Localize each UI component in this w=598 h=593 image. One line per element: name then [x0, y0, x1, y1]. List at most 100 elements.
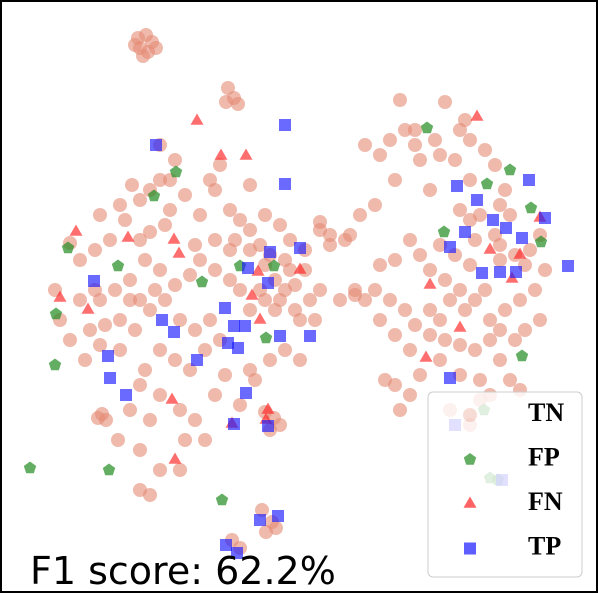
- point: [133, 233, 147, 247]
- point: [143, 488, 157, 502]
- point: [133, 193, 147, 207]
- point: [173, 403, 187, 417]
- point: [188, 238, 202, 252]
- legend-label: TN: [528, 398, 564, 427]
- point: [143, 225, 157, 239]
- point: [138, 253, 152, 267]
- point: [383, 293, 397, 307]
- point: [408, 138, 422, 152]
- point: [433, 148, 447, 162]
- point: [113, 313, 127, 327]
- point: [173, 313, 187, 327]
- point: [153, 463, 167, 477]
- point: [515, 349, 529, 362]
- point: [172, 246, 186, 258]
- point: [473, 208, 487, 222]
- point: [279, 178, 291, 190]
- point: [133, 378, 147, 392]
- point: [158, 218, 172, 232]
- point: [453, 338, 467, 352]
- point: [471, 194, 483, 206]
- legend-label: FP: [528, 442, 560, 471]
- point: [323, 238, 337, 252]
- point: [503, 163, 517, 176]
- point: [313, 283, 327, 297]
- point: [413, 153, 427, 167]
- point: [278, 343, 292, 357]
- point: [128, 323, 142, 337]
- point: [516, 232, 528, 244]
- point: [333, 293, 347, 307]
- point: [437, 225, 451, 238]
- point: [348, 283, 362, 297]
- point: [208, 388, 222, 402]
- point: [188, 413, 202, 427]
- point: [403, 233, 417, 247]
- point: [458, 113, 472, 127]
- point: [243, 303, 257, 317]
- point: [493, 238, 507, 252]
- point: [398, 303, 412, 317]
- point: [23, 461, 37, 474]
- point: [228, 320, 240, 332]
- point: [393, 403, 407, 417]
- point: [53, 290, 67, 302]
- point: [503, 208, 517, 222]
- point: [123, 293, 137, 307]
- legend: TN FP FN TP: [463, 398, 564, 560]
- point: [470, 109, 484, 121]
- point: [121, 230, 135, 242]
- point: [510, 266, 522, 278]
- point: [263, 353, 277, 367]
- point: [178, 188, 192, 202]
- point: [78, 353, 92, 367]
- point: [463, 133, 477, 147]
- point: [468, 293, 482, 307]
- point: [83, 323, 97, 337]
- point: [261, 402, 275, 414]
- point: [203, 173, 217, 187]
- point: [93, 338, 107, 352]
- point: [88, 243, 102, 257]
- point: [518, 323, 532, 337]
- point: [373, 148, 387, 162]
- point: [304, 330, 316, 342]
- point: [448, 153, 462, 167]
- point: [248, 373, 262, 387]
- point: [183, 268, 197, 282]
- point: [468, 233, 482, 247]
- point: [420, 121, 434, 134]
- point: [191, 354, 203, 366]
- point: [173, 463, 187, 477]
- point: [219, 302, 231, 314]
- point: [183, 363, 197, 377]
- point: [403, 388, 417, 402]
- point: [388, 253, 402, 267]
- point: [81, 302, 95, 314]
- point: [73, 253, 87, 267]
- point: [483, 313, 497, 327]
- point: [274, 330, 286, 342]
- point: [198, 433, 212, 447]
- point: [150, 139, 162, 151]
- legend-marker: [463, 496, 477, 508]
- point: [243, 223, 257, 237]
- point: [453, 203, 467, 217]
- point: [453, 283, 467, 297]
- point: [438, 95, 452, 109]
- point: [538, 263, 552, 277]
- point: [468, 343, 482, 357]
- point: [459, 226, 471, 238]
- point: [343, 228, 357, 242]
- point: [487, 214, 499, 226]
- point: [223, 273, 237, 287]
- point: [528, 283, 542, 297]
- point: [223, 203, 237, 217]
- point: [213, 158, 227, 172]
- point: [242, 262, 254, 274]
- point: [251, 264, 265, 276]
- point: [259, 331, 273, 344]
- point: [208, 263, 222, 277]
- point: [156, 314, 168, 326]
- point: [524, 201, 538, 214]
